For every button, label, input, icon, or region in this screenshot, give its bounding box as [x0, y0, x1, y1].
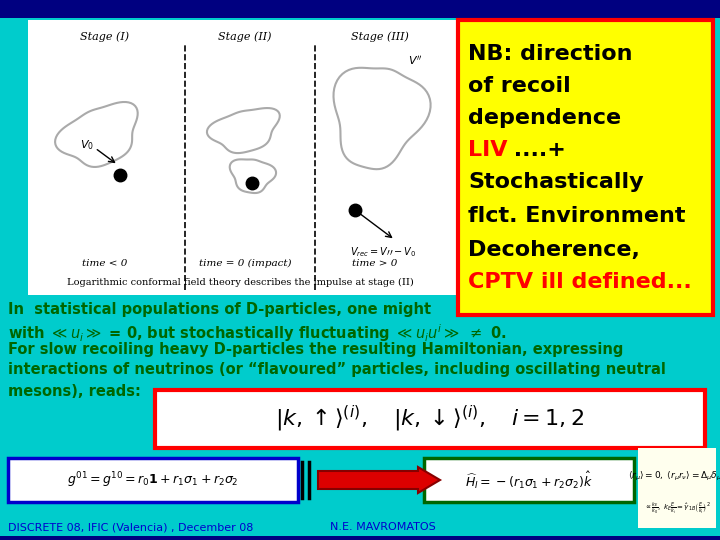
Bar [0, 536, 720, 540]
Text: Stage (II): Stage (II) [218, 31, 271, 42]
Text: DISCRETE 08, IFIC (Valencia) , December 08: DISCRETE 08, IFIC (Valencia) , December … [8, 522, 253, 532]
Text: interactions of neutrinos (or “flavoured” particles, including oscillating neutr: interactions of neutrinos (or “flavoured… [8, 362, 666, 377]
Bar [0, 0, 720, 18]
Text: $\propto\frac{k_E}{k_0},\;k_E\frac{E}{k_i}=\hat{\gamma}_{1B}\left(\frac{E}{k_i}\: $\propto\frac{k_E}{k_0},\;k_E\frac{E}{k_… [644, 500, 711, 516]
Text: $V''$: $V''$ [408, 55, 423, 68]
Text: Stage (III): Stage (III) [351, 31, 409, 42]
Text: Logarithmic conformal field theory describes the impulse at stage (II): Logarithmic conformal field theory descr… [67, 278, 413, 287]
Bar [638, 448, 716, 528]
Text: mesons), reads:: mesons), reads: [8, 384, 141, 399]
Bar [8, 458, 298, 502]
Text: NB: direction: NB: direction [468, 44, 632, 64]
Text: $g^{01}=g^{10}=r_0\mathbf{1}+r_1\sigma_1+r_2\sigma_2$: $g^{01}=g^{10}=r_0\mathbf{1}+r_1\sigma_1… [67, 470, 239, 490]
Text: Decoherence,: Decoherence, [468, 240, 640, 260]
Text: In  statistical populations of D-particles, one might: In statistical populations of D-particle… [8, 302, 431, 317]
FancyArrow shape [318, 467, 440, 493]
Text: flct. Environment: flct. Environment [468, 206, 685, 226]
Text: time > 0: time > 0 [352, 259, 397, 268]
Bar [155, 390, 705, 448]
Text: ....+: ....+ [506, 140, 566, 160]
Text: Stage (I): Stage (I) [81, 31, 130, 42]
Text: $V_{rec}=V\prime\prime-V_0$: $V_{rec}=V\prime\prime-V_0$ [350, 245, 416, 259]
Text: $|k,\uparrow\rangle^{(i)},\quad |k,\downarrow\rangle^{(i)},\quad i=1,2$: $|k,\uparrow\rangle^{(i)},\quad |k,\down… [275, 404, 585, 434]
Text: LIV: LIV [468, 140, 508, 160]
Bar [458, 20, 713, 315]
Text: N.E. MAVROMATOS: N.E. MAVROMATOS [330, 522, 436, 532]
Text: time < 0: time < 0 [82, 259, 127, 268]
Text: $\widehat{H}_I=-(r_1\sigma_1+r_2\sigma_2)\hat{k}$: $\widehat{H}_I=-(r_1\sigma_1+r_2\sigma_2… [465, 469, 593, 490]
Text: with $\ll u_i \gg$ = 0, but stochastically fluctuating $\ll u_i u^i \gg$ $\neq$ : with $\ll u_i \gg$ = 0, but stochastical… [8, 322, 506, 343]
Text: For slow recoiling heavy D-particles the resulting Hamiltonian, expressing: For slow recoiling heavy D-particles the… [8, 342, 624, 357]
Text: dependence: dependence [468, 108, 621, 128]
Text: time = 0 (impact): time = 0 (impact) [199, 259, 292, 268]
Text: Stochastically: Stochastically [468, 172, 644, 192]
Text: $V_0$: $V_0$ [80, 138, 94, 152]
Text: CPTV ill defined...: CPTV ill defined... [468, 272, 692, 292]
Bar [28, 20, 460, 295]
Text: of recoil: of recoil [468, 76, 571, 96]
Bar [424, 458, 634, 502]
Text: $\langle r_\mu\rangle=0,\;\langle r_\mu r_\nu\rangle=\Delta_\mu\delta_{\mu\nu}$: $\langle r_\mu\rangle=0,\;\langle r_\mu … [628, 469, 720, 483]
